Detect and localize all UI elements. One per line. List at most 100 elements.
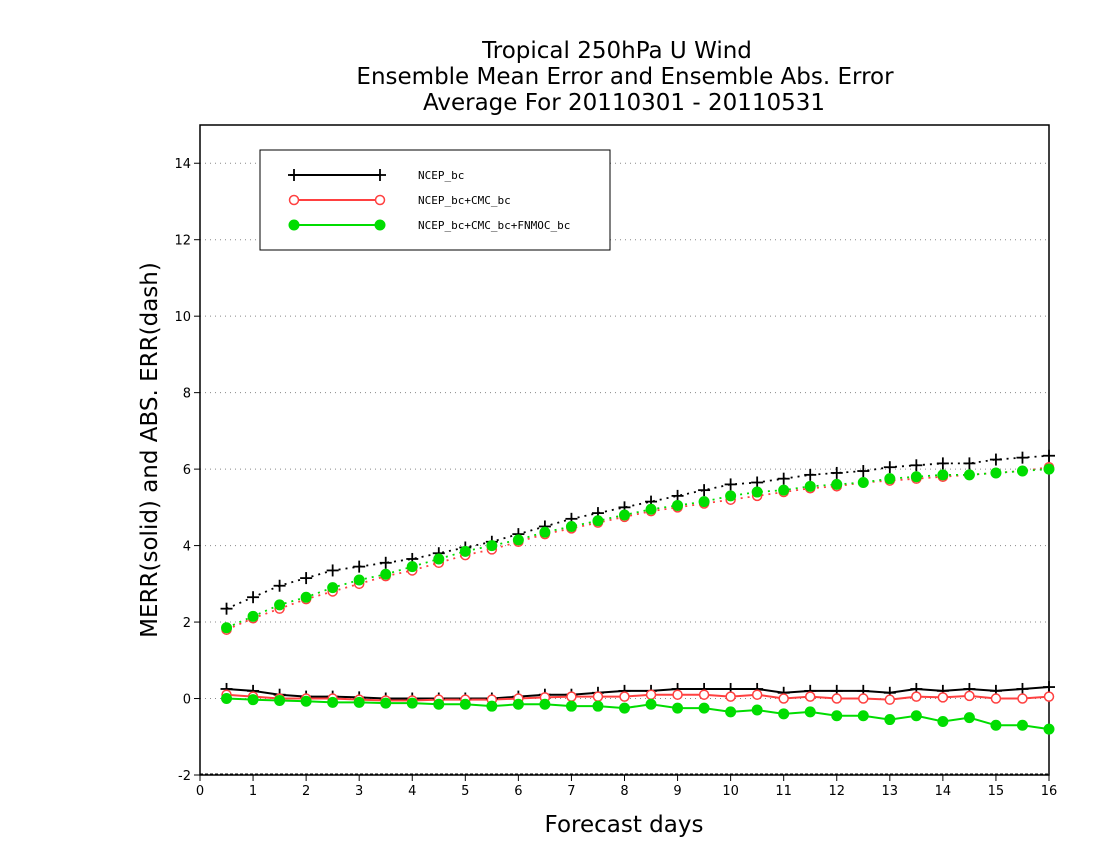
x-tick-label: 14 [935, 784, 952, 799]
y-axis-label: MERR(solid) and ABS. ERR(dash) [137, 262, 163, 638]
legend-marker [288, 169, 300, 181]
merr-point [406, 697, 418, 709]
merr-point [725, 691, 736, 702]
abs-err-point [671, 489, 684, 502]
y-tick-label: 4 [183, 540, 191, 555]
abs-err-point [1016, 451, 1029, 464]
abs-err-point [539, 526, 551, 538]
abs-err-point [857, 477, 869, 488]
abs-err-point [486, 540, 498, 552]
merr-point [619, 702, 630, 714]
x-tick-label: 3 [355, 784, 363, 799]
abs-err-point [220, 602, 233, 615]
merr-point [566, 691, 577, 702]
x-tick-label: 12 [828, 784, 845, 799]
x-tick-label: 9 [673, 784, 681, 799]
x-tick-label: 16 [1041, 784, 1058, 799]
abs-err-point [592, 515, 604, 527]
merr-point [911, 691, 922, 702]
y-tick-label: 10 [174, 310, 191, 325]
merr-point [1017, 693, 1028, 704]
merr-point [964, 690, 975, 702]
merr-point [592, 700, 604, 712]
chart-title: Tropical 250hPa U Wind Ensemble Mean Err… [356, 38, 894, 116]
abs-err-point [910, 471, 922, 483]
merr-point [831, 710, 843, 722]
merr-point [804, 706, 816, 718]
abs-err-point [884, 473, 896, 485]
merr-point [592, 691, 604, 702]
abs-err-point [857, 465, 870, 478]
merr-point [751, 704, 763, 716]
y-tick-label: 8 [183, 387, 191, 402]
abs-err-point [512, 534, 524, 546]
title-line-1: Tropical 250hPa U Wind [481, 38, 752, 64]
merr-point [1043, 681, 1055, 694]
merr-point [858, 693, 869, 704]
merr-point [884, 694, 896, 705]
grid-lines [200, 162, 1049, 775]
merr-point [380, 697, 392, 709]
x-tick-label: 13 [882, 784, 899, 799]
abs-err-point [698, 496, 710, 508]
abs-err-point [273, 579, 286, 592]
title-line-3: Average For 20110301 - 20110531 [423, 90, 825, 116]
legend: NCEP_bc NCEP_bc+CMC_bc NCEP_bc+CMC_bc+FNMO… [259, 149, 611, 251]
merr-point [804, 691, 816, 702]
merr-point [1043, 691, 1055, 702]
legend-label: NCEP_bc+CMC_bc+FNMOC_bc [418, 219, 570, 232]
abs-err-point [990, 467, 1002, 479]
abs-err-point [380, 568, 392, 580]
merr-point [1016, 682, 1029, 695]
legend-marker [288, 194, 300, 206]
y-tick-label: 14 [174, 157, 191, 172]
abs-err-point [989, 453, 1002, 466]
abs-err-point [300, 572, 313, 585]
merr-point [1016, 719, 1028, 731]
merr-point [963, 712, 975, 724]
abs-err-point [937, 469, 949, 481]
merr-point [778, 693, 789, 704]
merr-line-NCEP_bc+CMC_bc+FNMOC_bc [226, 697, 1050, 731]
y-tick-label: -2 [178, 769, 191, 784]
abs-err-point [247, 591, 260, 604]
y-tick-label: 6 [183, 463, 191, 478]
y-tick-label: 0 [183, 693, 191, 708]
abs-err-point [406, 561, 418, 573]
abs-err-point [751, 476, 764, 489]
legend-marker [374, 219, 386, 231]
abs-err-point [963, 457, 976, 470]
abs-err-point [300, 591, 312, 603]
legend-label: NCEP_bc [418, 169, 464, 182]
abs-err-point [883, 461, 896, 474]
merr-point [698, 702, 710, 714]
merr-point [327, 696, 339, 708]
abs-err-point [326, 564, 339, 577]
abs-err-point [698, 484, 711, 497]
legend-marker [288, 219, 300, 231]
abs-err-point [353, 574, 365, 586]
abs-err-line-NCEP_bc+CMC_bc [226, 466, 1050, 631]
abs-err-point [936, 457, 949, 470]
x-tick-label: 11 [775, 784, 792, 799]
abs-err-point [778, 484, 790, 496]
x-tick-label: 10 [722, 784, 739, 799]
title-line-2: Ensemble Mean Error and Ensemble Abs. Er… [356, 64, 894, 90]
y-tick-label: 12 [174, 234, 191, 249]
x-tick-label: 8 [620, 784, 628, 799]
series-layer [220, 449, 1055, 735]
merr-point [512, 698, 524, 710]
abs-err-point [353, 560, 366, 573]
x-tick-label: 0 [196, 784, 204, 799]
abs-err-line-NCEP_bc+CMC_bc+FNMOC_bc [226, 468, 1050, 629]
abs-err-point [1043, 463, 1055, 475]
abs-err-point [221, 622, 233, 634]
abs-err-point [751, 486, 763, 498]
merr-point [459, 698, 471, 710]
merr-point [990, 719, 1002, 731]
merr-point [857, 710, 869, 722]
merr-point [486, 700, 498, 712]
merr-point [565, 700, 577, 712]
merr-point [778, 708, 790, 720]
abs-err-point [830, 466, 843, 479]
